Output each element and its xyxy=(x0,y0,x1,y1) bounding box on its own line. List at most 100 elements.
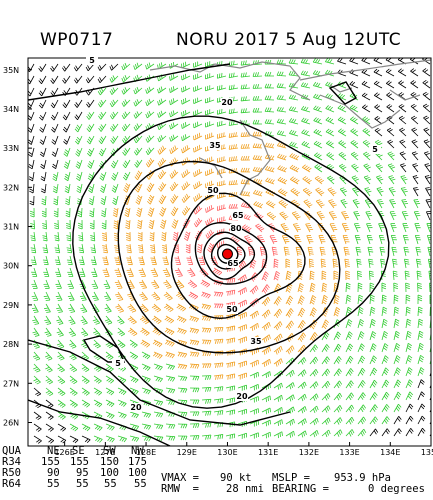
wind-barb xyxy=(45,411,54,420)
wind-barb xyxy=(297,406,307,414)
wind-barb xyxy=(423,139,431,149)
wind-barb xyxy=(105,351,114,361)
wind-barb xyxy=(301,105,311,113)
wind-barb xyxy=(145,135,155,143)
wind-barb xyxy=(90,255,97,266)
wind-barb xyxy=(207,243,215,253)
contour-label-bg xyxy=(236,392,248,401)
wind-barb xyxy=(253,201,263,209)
wind-barb xyxy=(164,303,174,313)
wind-barb xyxy=(80,327,89,337)
wind-barb xyxy=(121,87,131,95)
wind-barb xyxy=(297,295,305,305)
wind-barb xyxy=(342,235,350,245)
contour-label: 5 xyxy=(115,359,121,368)
wind-barb xyxy=(328,199,337,209)
wind-barb xyxy=(28,87,35,97)
wind-barb xyxy=(361,58,371,65)
wind-barb xyxy=(345,368,354,377)
wind-barb xyxy=(98,111,107,120)
wind-barb xyxy=(417,330,424,341)
wind-barb xyxy=(165,399,176,406)
wind-barb xyxy=(417,318,424,329)
wind-barb xyxy=(393,391,402,401)
wind-barb xyxy=(102,267,110,277)
wind-barb xyxy=(67,291,75,301)
wind-barb xyxy=(124,207,131,218)
wind-barb xyxy=(205,132,215,140)
wind-barb xyxy=(297,418,307,426)
wind-barb xyxy=(91,279,99,289)
wind-barb xyxy=(104,303,112,313)
wind-barb xyxy=(425,187,431,197)
wind-barb xyxy=(69,399,78,408)
storm-center-dot xyxy=(221,248,233,260)
wind-barb xyxy=(401,199,409,209)
wind-barb xyxy=(356,258,362,269)
wind-barb xyxy=(135,195,143,205)
wind-barb xyxy=(54,219,59,230)
wind-barb xyxy=(97,87,107,96)
wind-barb xyxy=(244,235,253,245)
wind-barb xyxy=(353,211,361,221)
wind-barb xyxy=(412,163,419,173)
wind-barb xyxy=(240,96,251,102)
lon-label: 128E xyxy=(136,448,156,457)
wind-barb xyxy=(113,219,119,230)
wind-barb xyxy=(121,99,131,107)
wind-barb xyxy=(321,393,331,401)
wind-barb xyxy=(66,255,73,266)
coastline xyxy=(149,59,431,196)
coastline-path xyxy=(199,157,223,179)
wind-barb xyxy=(301,129,311,137)
wind-barb xyxy=(252,131,263,137)
wind-barb xyxy=(151,303,162,313)
wind-barb xyxy=(333,343,342,353)
wind-contour xyxy=(28,399,171,446)
wind-barb xyxy=(165,435,176,441)
wind-barb xyxy=(32,351,41,361)
wind-barb xyxy=(42,219,47,230)
wind-barb xyxy=(386,80,395,89)
wind-barb xyxy=(399,151,407,161)
wind-barb xyxy=(201,375,212,380)
wind-barb xyxy=(129,339,138,348)
wind-barb xyxy=(174,255,181,266)
r50-label: R50 xyxy=(2,467,21,479)
r64-nw: 55 xyxy=(134,478,147,490)
wind-barb xyxy=(205,204,215,213)
wind-barb xyxy=(117,387,127,396)
wind-barb xyxy=(181,145,191,154)
wind-barb xyxy=(183,231,191,241)
wind-barb xyxy=(237,360,247,368)
wind-barb xyxy=(374,116,383,125)
wind-barb xyxy=(189,387,200,393)
wind-barb xyxy=(273,296,282,306)
wind-barb xyxy=(101,219,107,230)
wind-barb xyxy=(50,63,59,72)
wind-barb xyxy=(50,99,59,109)
wind-barb xyxy=(402,223,409,233)
r34-se: 155 xyxy=(70,456,89,468)
wind-barb xyxy=(213,338,224,345)
wind-barb xyxy=(68,327,77,337)
wind-barb xyxy=(362,139,371,149)
wind-barb xyxy=(297,381,307,390)
lat-label: 32N xyxy=(3,183,19,192)
wind-barb xyxy=(345,282,351,293)
lon-label: 126E xyxy=(54,448,74,457)
wind-barb xyxy=(369,306,376,317)
wind-barb xyxy=(102,243,108,254)
wind-barb xyxy=(290,176,300,185)
wind-barb xyxy=(53,207,59,218)
wind-barb xyxy=(86,111,95,120)
wind-barb xyxy=(345,319,353,329)
wind-barb xyxy=(145,98,155,107)
contour-label-bg xyxy=(207,186,219,195)
quad-header-sw: SW xyxy=(103,445,116,457)
wind-barb xyxy=(152,315,162,324)
lat-label: 29N xyxy=(3,301,19,310)
wind-barb xyxy=(401,211,409,221)
wind-barb xyxy=(278,199,288,209)
wind-barb xyxy=(189,351,200,358)
